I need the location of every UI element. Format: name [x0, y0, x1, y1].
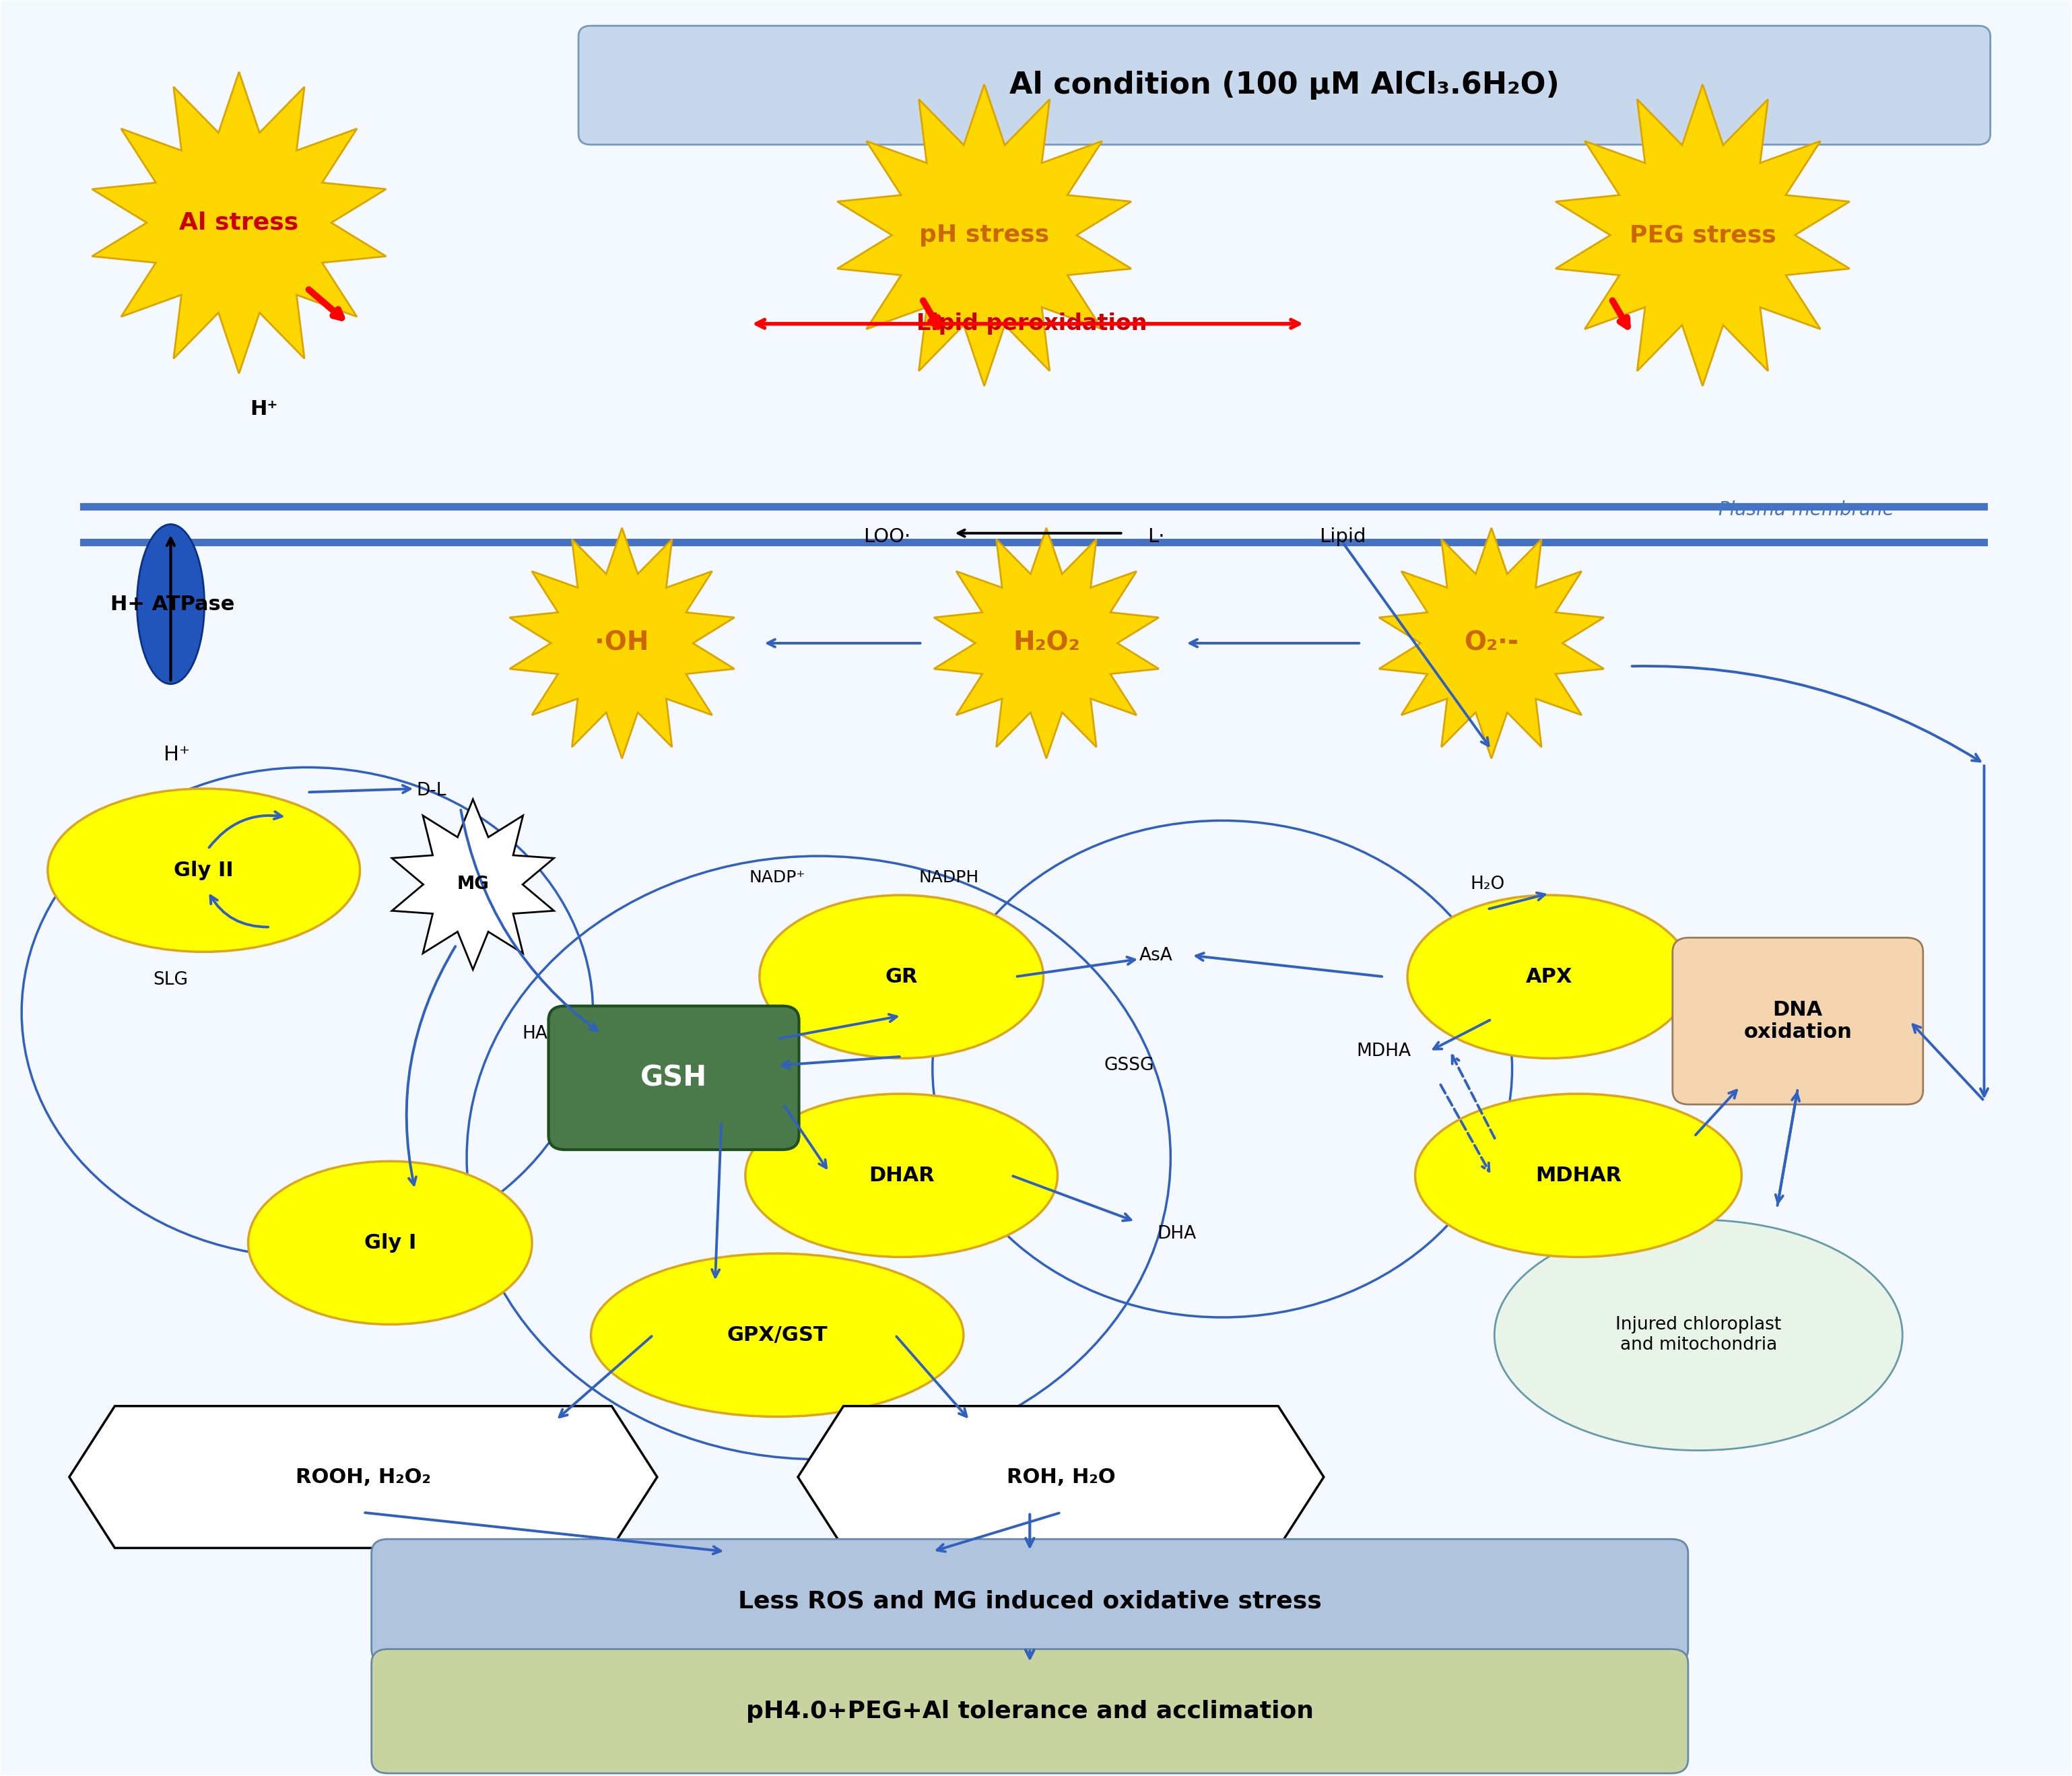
Text: SLG: SLG	[153, 971, 189, 989]
Text: O₂·-: O₂·-	[1465, 630, 1519, 655]
Polygon shape	[934, 527, 1158, 758]
Polygon shape	[1556, 83, 1850, 385]
Text: DNA
oxidation: DNA oxidation	[1745, 1000, 1852, 1043]
Polygon shape	[798, 1407, 1324, 1549]
Text: Less ROS and MG induced oxidative stress: Less ROS and MG induced oxidative stress	[738, 1590, 1322, 1613]
Ellipse shape	[591, 1254, 963, 1417]
Text: DHAR: DHAR	[868, 1165, 934, 1185]
Text: D-L: D-L	[416, 781, 445, 799]
Ellipse shape	[1494, 1220, 1902, 1451]
Ellipse shape	[1415, 1094, 1743, 1257]
Text: GR: GR	[885, 966, 918, 986]
Text: ROOH, H₂O₂: ROOH, H₂O₂	[296, 1467, 431, 1487]
Text: H⁺: H⁺	[251, 400, 278, 419]
Polygon shape	[91, 71, 385, 373]
Text: Al stress: Al stress	[180, 211, 298, 234]
Text: Lipid peroxidation: Lipid peroxidation	[916, 313, 1148, 336]
Text: pH4.0+PEG+Al tolerance and acclimation: pH4.0+PEG+Al tolerance and acclimation	[746, 1700, 1314, 1723]
Ellipse shape	[48, 789, 361, 952]
Text: H₂O: H₂O	[1469, 876, 1504, 893]
Text: MDHA: MDHA	[1357, 1043, 1411, 1060]
Text: NADPH: NADPH	[920, 868, 980, 886]
Text: ROH, H₂O: ROH, H₂O	[1007, 1467, 1115, 1487]
Text: L·: L·	[1148, 527, 1164, 547]
Text: GSSG: GSSG	[1104, 1057, 1154, 1074]
Ellipse shape	[137, 524, 205, 684]
Text: GPX/GST: GPX/GST	[727, 1325, 827, 1344]
FancyBboxPatch shape	[578, 27, 1991, 144]
Text: Gly I: Gly I	[365, 1233, 416, 1252]
FancyBboxPatch shape	[371, 1650, 1689, 1772]
Text: AsA: AsA	[1140, 947, 1173, 964]
Polygon shape	[1380, 527, 1604, 758]
Polygon shape	[68, 1407, 657, 1549]
Text: pH stress: pH stress	[920, 224, 1048, 247]
FancyBboxPatch shape	[371, 1540, 1689, 1664]
Text: ·OH: ·OH	[595, 630, 649, 655]
Text: HA: HA	[522, 1025, 547, 1043]
Text: H+ ATPase: H+ ATPase	[110, 595, 234, 614]
Ellipse shape	[1407, 895, 1691, 1058]
Polygon shape	[837, 83, 1131, 385]
Text: MG: MG	[456, 876, 489, 893]
Ellipse shape	[249, 1162, 533, 1325]
Text: GSH: GSH	[640, 1064, 707, 1092]
Text: Gly II: Gly II	[174, 861, 234, 881]
Text: H₂O₂: H₂O₂	[1013, 630, 1080, 655]
FancyBboxPatch shape	[549, 1005, 800, 1149]
Text: LOO·: LOO·	[864, 527, 910, 547]
Text: Al condition (100 μM AlCl₃.6H₂O): Al condition (100 μM AlCl₃.6H₂O)	[1009, 71, 1560, 99]
Text: MDHAR: MDHAR	[1535, 1165, 1622, 1185]
Text: H⁺: H⁺	[164, 746, 191, 765]
Polygon shape	[510, 527, 733, 758]
Polygon shape	[392, 799, 553, 970]
Text: Plasma membrane: Plasma membrane	[1718, 501, 1894, 520]
Text: DHA: DHA	[1156, 1225, 1196, 1243]
Text: NADP⁺: NADP⁺	[750, 868, 806, 886]
Text: APX: APX	[1527, 966, 1573, 986]
Text: Lipid: Lipid	[1320, 527, 1365, 547]
Ellipse shape	[746, 1094, 1057, 1257]
Ellipse shape	[760, 895, 1044, 1058]
Text: Injured chloroplast
and mitochondria: Injured chloroplast and mitochondria	[1616, 1316, 1782, 1353]
FancyBboxPatch shape	[1672, 938, 1923, 1105]
Text: PEG stress: PEG stress	[1629, 224, 1776, 247]
